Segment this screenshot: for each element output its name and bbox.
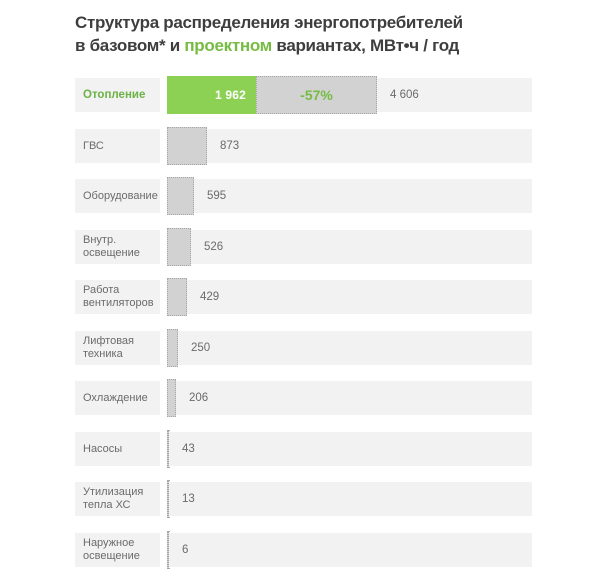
title-line1: Структура распределения энергопотребител… (75, 13, 463, 32)
project-value-bar (167, 278, 187, 316)
chart-row: Внутр. освещение 526 (75, 228, 532, 266)
row-label: Насосы (75, 432, 160, 466)
chart-row: Наружное освещение 6 (75, 531, 532, 569)
row-value: 206 (189, 392, 209, 404)
bar-track: 429 (167, 278, 532, 316)
title-line2-pre: в базовом* и (75, 36, 185, 55)
row-label: Отопление (75, 78, 160, 112)
change-percent-label: -57% (300, 87, 333, 103)
row-value: 13 (182, 493, 195, 505)
base-diff-bar: -57% (256, 76, 377, 114)
row-value: 250 (191, 342, 211, 354)
chart-row: Оборудование 595 (75, 177, 532, 215)
title-line2-post: вариантах, МВт•ч / год (271, 36, 460, 55)
bar-track: 595 (167, 177, 532, 215)
row-label: Наружное освещение (75, 533, 160, 567)
bar-track: 1 962 -57% 4 606 (167, 76, 532, 114)
project-value-bar: 1 962 (167, 76, 256, 114)
project-value-bar (167, 228, 191, 266)
project-value-bar (167, 430, 169, 468)
chart-title: Структура распределения энергопотребител… (75, 11, 463, 57)
row-value: 6 (182, 544, 189, 556)
project-value-bar (167, 177, 194, 215)
chart-row: Отопление 1 962 -57% 4 606 (75, 76, 532, 114)
project-value-bar (167, 329, 178, 367)
chart-row: Работа вентиляторов 429 (75, 278, 532, 316)
row-label: Охлаждение (75, 381, 160, 415)
project-value-bar (167, 480, 169, 518)
project-value-bar (167, 379, 176, 417)
row-label: Оборудование (75, 179, 160, 213)
row-value: 43 (182, 443, 195, 455)
row-value: 429 (200, 291, 220, 303)
project-value-label: 1 962 (214, 88, 246, 102)
row-label: Внутр. освещение (75, 230, 160, 264)
project-value-bar (167, 531, 169, 569)
chart-row: Охлаждение 206 (75, 379, 532, 417)
project-value-bar (167, 127, 207, 165)
chart-row: Утилизация тепла ХС 13 (75, 480, 532, 518)
row-value: 526 (204, 241, 224, 253)
row-value: 4 606 (390, 89, 419, 101)
bar-track: 250 (167, 329, 532, 367)
bar-track: 6 (167, 531, 532, 569)
row-value: 595 (207, 190, 227, 202)
bar-track: 526 (167, 228, 532, 266)
chart-row: Насосы 43 (75, 430, 532, 468)
bar-track: 206 (167, 379, 532, 417)
chart-row: Лифтовая техника 250 (75, 329, 532, 367)
row-label: Утилизация тепла ХС (75, 482, 160, 516)
chart-row: ГВС 873 (75, 127, 532, 165)
bar-track: 43 (167, 430, 532, 468)
bar-track: 873 (167, 127, 532, 165)
row-label: Работа вентиляторов (75, 280, 160, 314)
title-highlight-word: проектном (184, 36, 272, 55)
row-label: Лифтовая техника (75, 331, 160, 365)
bar-track: 13 (167, 480, 532, 518)
row-value: 873 (220, 140, 240, 152)
row-label: ГВС (75, 129, 160, 163)
